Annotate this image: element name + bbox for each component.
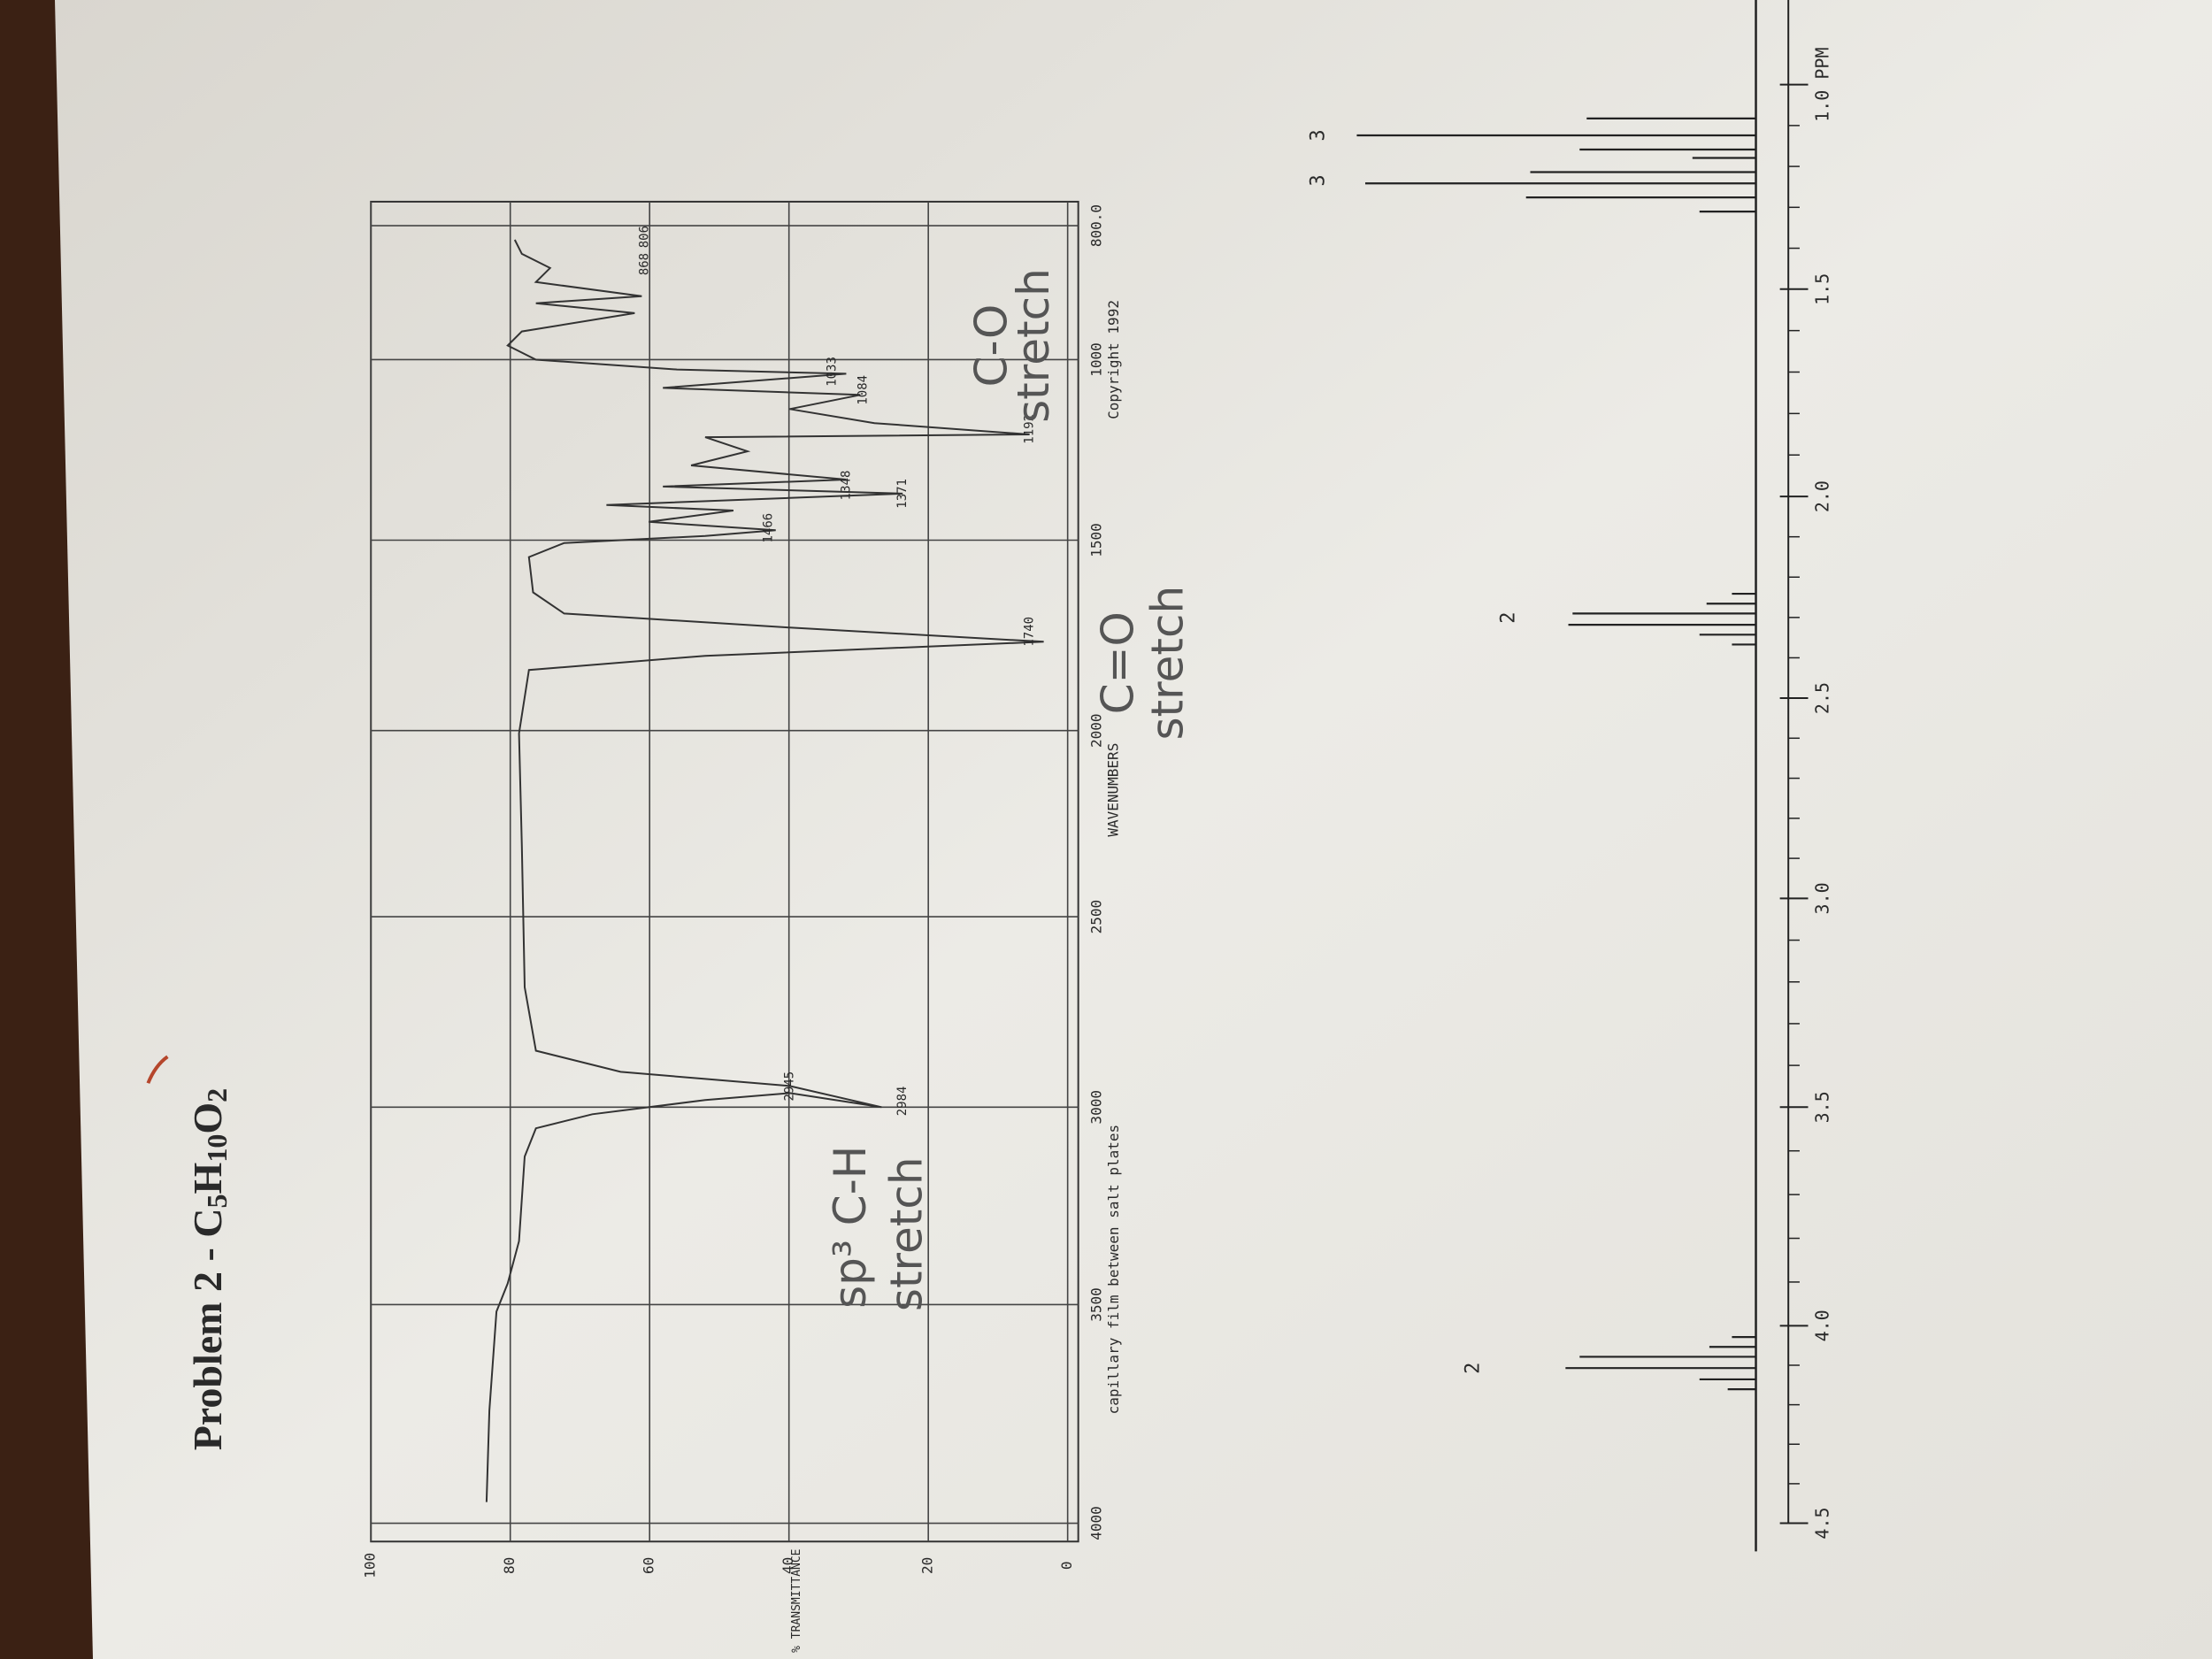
peak-label: 1033: [825, 357, 839, 387]
x-tick-label: 3000: [1088, 1090, 1105, 1125]
handwritten-note: stretch: [1142, 586, 1194, 741]
peak-label: 1084: [856, 375, 871, 405]
handwritten-note: C=O: [1093, 611, 1144, 714]
peak-label: 1371: [895, 479, 910, 509]
x-tick-label: 4000: [1088, 1506, 1105, 1540]
x-tick-label: 4.5: [1812, 1507, 1833, 1539]
x-tick-label: 2000: [1088, 713, 1105, 748]
title-text: Problem 2 -: [185, 1238, 230, 1451]
x-tick-label: 3.5: [1812, 1091, 1833, 1123]
peak-label: 2984: [895, 1087, 910, 1117]
x-axis-label: WAVENUMBERS: [1105, 743, 1122, 837]
y-axis-label: % TRANSMITTANCE: [790, 1548, 803, 1652]
x-tick-label: 1.5: [1812, 273, 1833, 305]
x-tick-label: 3.0: [1812, 882, 1833, 914]
integration-label: 2: [1463, 1363, 1485, 1374]
handwritten-note: sp³ C-H: [825, 1146, 876, 1309]
ir-curve: [485, 239, 1044, 1502]
copyright: Copyright 1992: [1105, 300, 1122, 419]
handwritten-note: stretch: [1008, 268, 1059, 423]
subscript: 5: [201, 1194, 233, 1208]
y-tick-label: 20: [919, 1557, 936, 1574]
handwritten-note: stretch: [881, 1156, 933, 1311]
peak-label: 1466: [762, 513, 776, 543]
peak-label: 868: [637, 253, 651, 275]
x-tick-label: 1500: [1088, 523, 1105, 557]
element: C: [185, 1208, 230, 1237]
x-tick-label: 4.0: [1812, 1310, 1833, 1341]
subscript: 2: [201, 1088, 233, 1102]
integration-label: 2: [1498, 612, 1520, 624]
y-tick-label: 40: [780, 1557, 796, 1574]
x-tick-label: 1000: [1088, 342, 1105, 377]
note: capillary film between salt plates: [1105, 1125, 1122, 1415]
peak-label: 1740: [1023, 617, 1037, 647]
peak-label: 2945: [783, 1071, 797, 1102]
y-tick-label: 0: [1058, 1562, 1075, 1571]
pen-mark: [146, 1055, 169, 1084]
x-tick-label: 3500: [1088, 1287, 1105, 1322]
y-tick-label: 80: [501, 1557, 518, 1574]
y-tick-label: 60: [641, 1557, 657, 1574]
element: O: [185, 1102, 230, 1134]
element: H: [185, 1162, 230, 1194]
peak-label: 1192: [1023, 414, 1037, 444]
x-tick-label: 2.5: [1812, 682, 1833, 714]
y-tick-label: 100: [362, 1553, 379, 1578]
subscript: 10: [201, 1134, 233, 1163]
x-tick-label: 1.0 PPM: [1812, 47, 1833, 121]
paper-sheet: [55, 0, 2212, 1659]
x-tick-label: 2500: [1088, 900, 1105, 934]
x-tick-label: 2.0: [1812, 480, 1833, 512]
integration-label: 3: [1307, 174, 1329, 186]
integration-label: 3: [1307, 129, 1329, 141]
peak-label: 1348: [839, 471, 853, 501]
x-tick-label: 800.0: [1088, 204, 1105, 247]
title: Problem 2 - C5H10O2: [185, 1088, 234, 1450]
peak-label: 806: [637, 226, 651, 248]
handwritten-note: C-O: [965, 304, 1017, 388]
content: Problem 2 - C5H10O2020406080100400035003…: [146, 0, 1833, 1653]
